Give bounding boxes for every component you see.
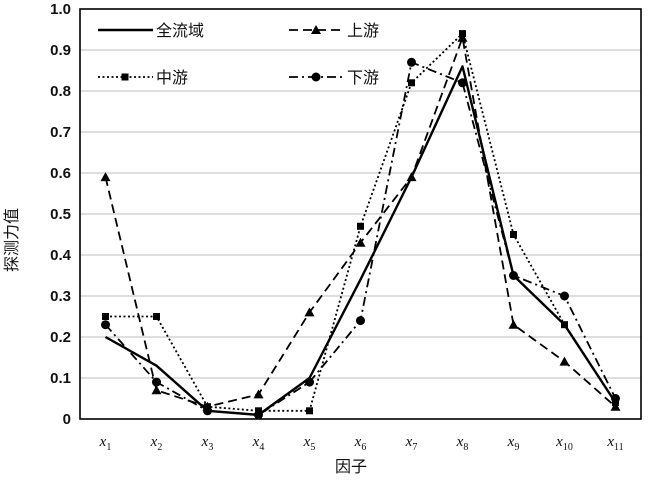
series-3 [102, 30, 619, 415]
data-point [304, 307, 315, 317]
data-point [153, 313, 160, 320]
data-point [254, 410, 263, 420]
x-tick-label: x5 [303, 434, 316, 453]
y-tick-label: 0.7 [50, 124, 71, 141]
series-1 [104, 65, 617, 417]
legend-marker [311, 25, 321, 34]
grid-lines [80, 49, 641, 379]
x-tick-label: x11 [606, 434, 623, 453]
data-point [560, 291, 569, 301]
legend-label: 全流域 [156, 21, 204, 40]
data-point [253, 389, 264, 399]
series-line [104, 65, 617, 417]
data-point [611, 394, 620, 403]
series-2 [100, 32, 621, 411]
data-point [305, 377, 314, 387]
data-point [355, 237, 366, 247]
data-point [610, 401, 621, 411]
y-tick-label: 0.5 [50, 206, 71, 223]
data-point [510, 231, 517, 238]
series-line [105, 32, 617, 412]
data-point [356, 316, 365, 326]
x-tick-label: x7 [405, 434, 418, 453]
data-point [408, 79, 415, 87]
legend-marker [121, 73, 129, 81]
x-tick-label: x6 [354, 434, 367, 453]
series-group [100, 30, 621, 420]
data-point [151, 385, 162, 395]
series-4 [101, 57, 620, 420]
x-axis-title: 因子 [335, 457, 367, 476]
x-tick-label: x3 [201, 434, 214, 453]
legend-marker [311, 72, 321, 82]
data-point [101, 320, 110, 330]
y-tick-label: 0.1 [50, 370, 71, 387]
series-line [104, 36, 617, 408]
data-point [458, 78, 467, 88]
y-tick-label: 1.0 [50, 1, 71, 18]
y-axis-title: 探测力值 [2, 208, 21, 272]
data-point [508, 319, 519, 329]
y-tick-label: 0 [63, 411, 71, 428]
data-point [509, 271, 518, 280]
data-point [561, 321, 568, 329]
x-tick-label: x8 [456, 434, 469, 453]
legend-item: 中游 [98, 68, 188, 87]
data-point [203, 406, 212, 416]
y-tick-label: 0.8 [50, 83, 71, 100]
y-tick-label: 0.6 [50, 165, 71, 182]
data-point [306, 407, 313, 415]
y-tick-label: 0.2 [50, 329, 71, 346]
legend-label: 中游 [156, 68, 188, 87]
data-point [406, 172, 417, 182]
y-tick-label: 0.3 [50, 288, 71, 305]
data-point [100, 172, 111, 182]
x-tick-label: x9 [507, 434, 520, 453]
y-tick-labels: 0 0.1 0.2 0.3 0.4 0.5 0.6 0.7 0.8 0.9 1.0 [50, 1, 72, 428]
data-point [102, 313, 109, 320]
y-tick-label: 0.4 [50, 247, 72, 264]
x-tick-labels: x1 x2 x3 x4 x5 x6 x7 x8 x9 x10 x11 [99, 434, 624, 453]
y-tick-label: 0.9 [50, 42, 71, 59]
data-point [357, 222, 364, 230]
legend-label: 下游 [347, 68, 379, 87]
data-point [459, 30, 466, 38]
legend-item: 下游 [289, 68, 379, 87]
x-tick-label: x10 [555, 434, 573, 453]
data-point [559, 356, 570, 366]
legend-label: 上游 [347, 21, 379, 40]
data-point [152, 377, 161, 387]
legend-item: 上游 [289, 21, 379, 40]
legend-item: 全流域 [98, 21, 204, 40]
plot-frame [79, 8, 642, 420]
x-tick-label: x2 [150, 434, 163, 453]
data-point [457, 32, 468, 42]
data-point [407, 57, 416, 67]
x-tick-label: x4 [252, 434, 265, 453]
x-tick-label: x1 [99, 434, 112, 453]
